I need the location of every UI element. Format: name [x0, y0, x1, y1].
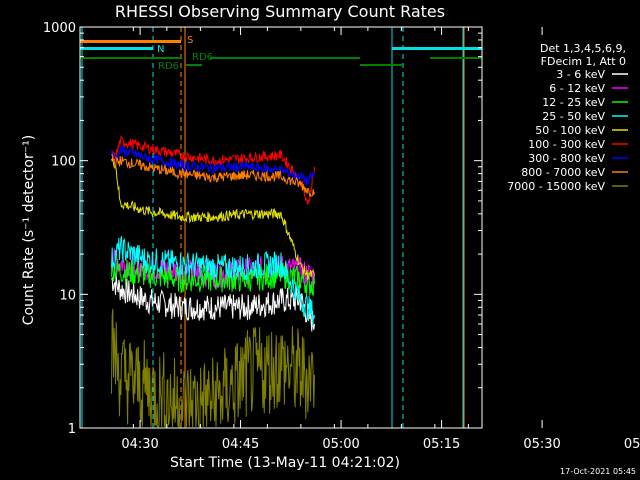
legend-label-1: 6 - 12 keV: [549, 82, 605, 95]
x-tick-label-1: 04:45: [222, 437, 259, 452]
plot-frame: [79, 26, 483, 429]
flag-label-3: RD6: [192, 52, 213, 63]
series-line-2: [111, 258, 315, 298]
legend-label-4: 50 - 100 keV: [535, 124, 605, 137]
legend-header-line-2: FDecim 1, Att 0: [541, 55, 626, 68]
rd6-flag-bar-5: [430, 57, 482, 59]
flag-label-1: N: [157, 44, 164, 55]
y-tick-label-2: 100: [51, 155, 76, 170]
x-tick-label-3: 05:15: [423, 437, 460, 452]
series-line-7: [111, 153, 315, 198]
chart-title: RHESSI Observing Summary Count Rates: [115, 2, 445, 21]
series-line-4: [111, 157, 315, 280]
rd6-flag-bar-1: [80, 57, 182, 59]
legend-header-line-1: Det 1,3,4,5,6,9,: [540, 42, 626, 55]
series-line-3: [111, 236, 315, 327]
rd6-flag-bar-4: [360, 64, 402, 66]
y-tick-label-3: 1000: [43, 21, 76, 36]
x-tick-label-2: 05:00: [322, 437, 359, 452]
series-line-0: [111, 274, 315, 332]
legend-label-3: 25 - 50 keV: [542, 110, 605, 123]
legend: Det 1,3,4,5,6,9, FDecim 1, Att 0 3 - 6 k…: [507, 42, 628, 193]
legend-label-0: 3 - 6 keV: [556, 68, 605, 81]
saa-flag-bar: [80, 40, 181, 43]
y-axis-label: Count Rate (s⁻¹ detector⁻¹): [21, 135, 37, 325]
series-line-8: [111, 308, 315, 428]
legend-label-7: 800 - 7000 keV: [521, 166, 605, 179]
x-tick-label-5: 05:45: [624, 437, 640, 452]
legend-label-8: 7000 - 15000 keV: [507, 180, 605, 193]
night-flag-bar: [80, 47, 153, 50]
legend-label-6: 300 - 800 keV: [528, 152, 605, 165]
y-axis: 1 10 100 1000: [43, 21, 482, 437]
rd6-flag-bar-3: [210, 57, 360, 59]
night-flag-bar-2: [392, 47, 482, 50]
y-tick-label-0: 1: [68, 422, 76, 437]
plot-area: S N RD6 RD6: [80, 27, 482, 428]
legend-label-5: 100 - 300 keV: [528, 138, 605, 151]
flag-label-2: RD6: [158, 61, 179, 72]
x-axis-label: Start Time (13-May-11 04:21:02): [170, 455, 400, 471]
x-tick-label-4: 05:30: [523, 437, 560, 452]
rd6-flag-bar-2: [186, 64, 202, 66]
x-tick-label-0: 04:30: [121, 437, 158, 452]
legend-label-2: 12 - 25 keV: [542, 96, 605, 109]
flag-label-0: S: [187, 35, 193, 46]
footer-timestamp: 17-Oct-2021 05:45: [560, 467, 636, 476]
series-line-6: [111, 143, 315, 186]
series-line-5: [111, 136, 315, 205]
y-tick-label-1: 10: [59, 288, 76, 303]
